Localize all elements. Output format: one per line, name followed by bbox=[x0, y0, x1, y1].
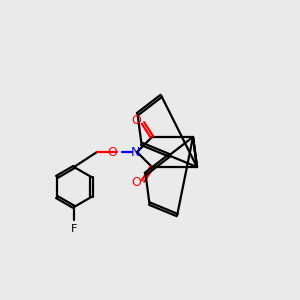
Text: N: N bbox=[130, 146, 140, 158]
Text: O: O bbox=[107, 146, 117, 158]
Text: F: F bbox=[71, 224, 77, 234]
Text: O: O bbox=[131, 176, 141, 190]
Text: O: O bbox=[131, 115, 141, 128]
